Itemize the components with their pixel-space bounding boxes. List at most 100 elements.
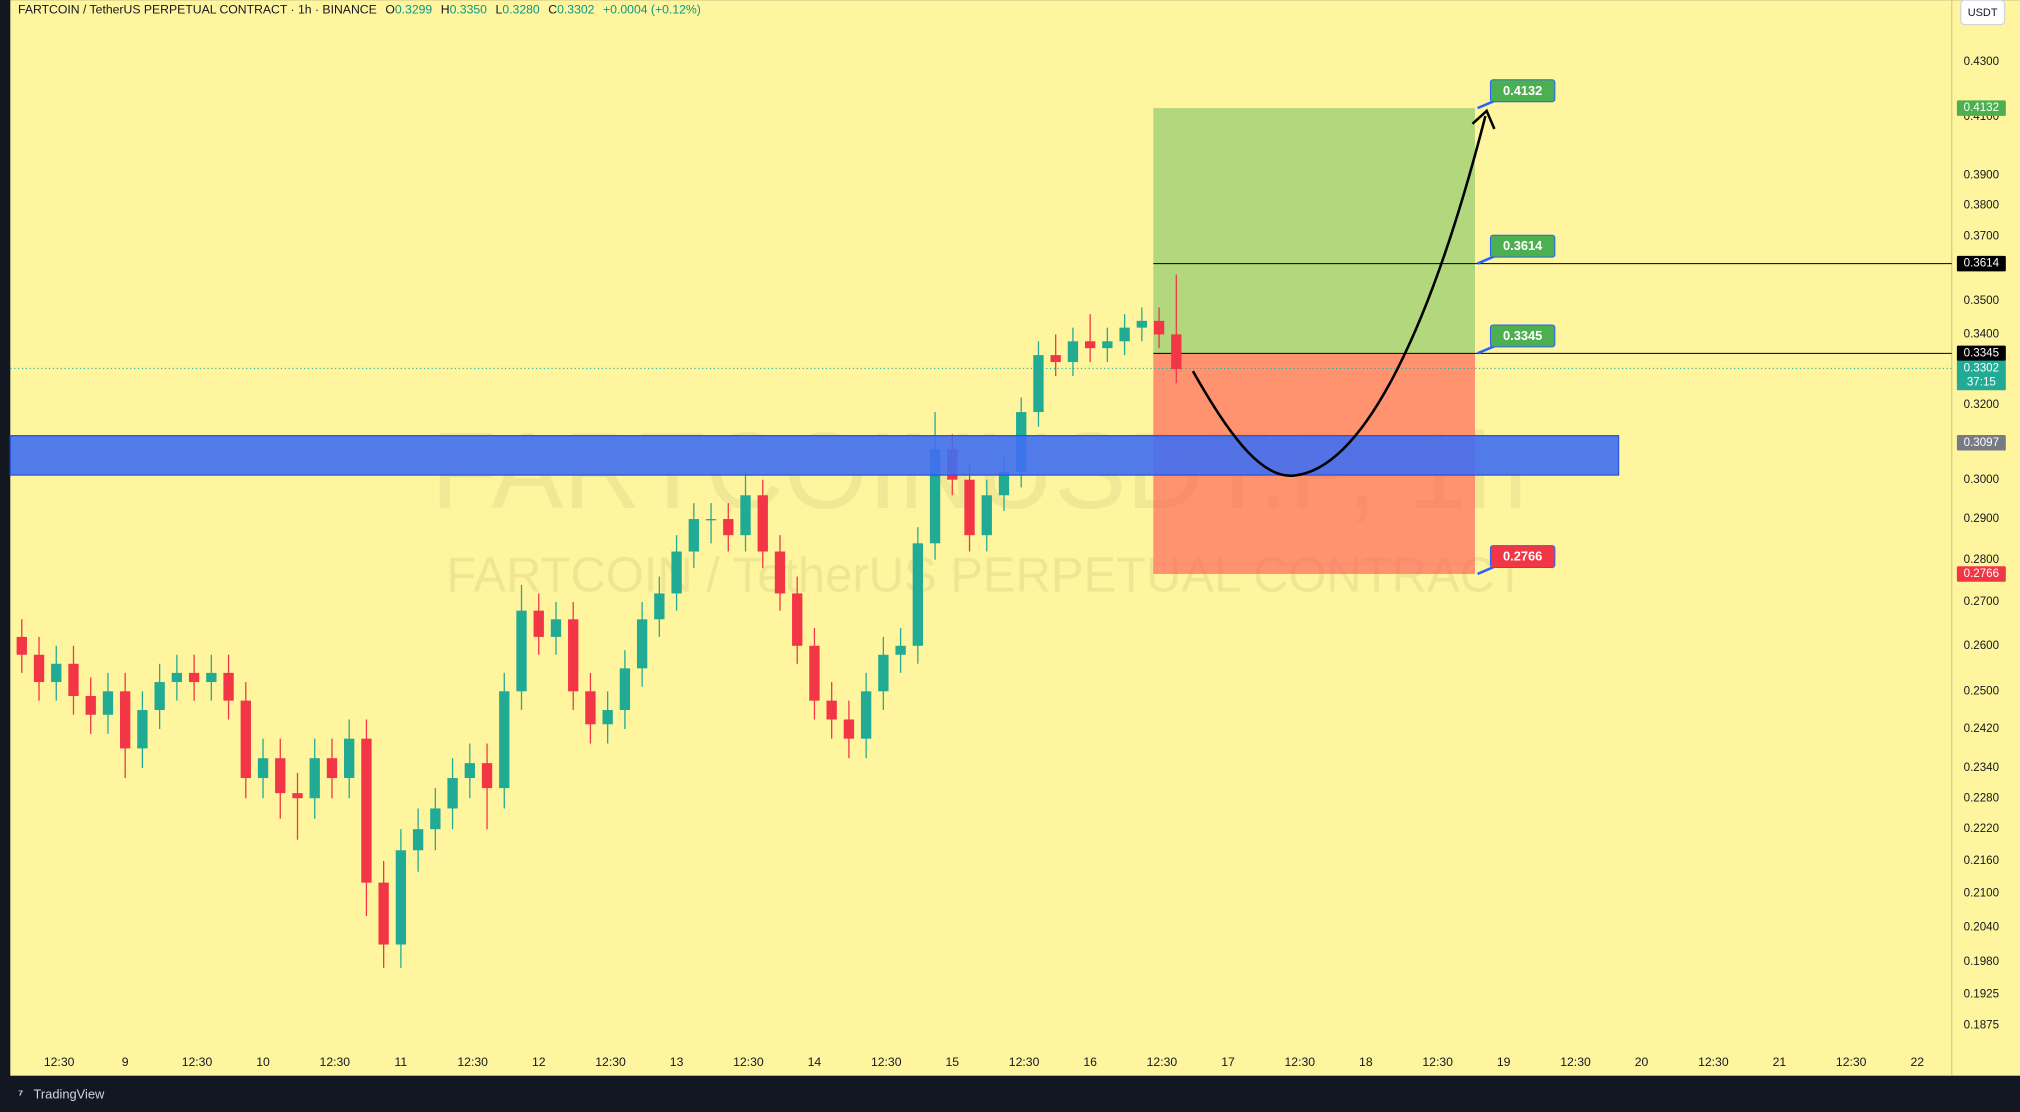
callout-label: 0.3614 (1503, 238, 1543, 253)
candle-body (1136, 320, 1148, 328)
candle-body (102, 691, 114, 715)
candle-body (998, 471, 1010, 496)
price-axis-badge (1956, 100, 2006, 116)
y-tick-label: 0.1980 (1964, 956, 1999, 968)
price-axis-badge (1956, 345, 2006, 362)
candle-body (654, 593, 665, 620)
currency-button[interactable] (1960, 0, 2006, 26)
candle-body (481, 763, 493, 789)
callout-label: 0.4132 (1503, 83, 1542, 98)
x-tick-label: 12:30 (1147, 1055, 1178, 1069)
candle-body (412, 829, 424, 851)
candle-body (188, 672, 200, 683)
callout-box (1489, 79, 1556, 103)
price-axis-badge-label: 0.3345 (1964, 347, 1999, 359)
y-tick-label: 0.1925 (1964, 989, 1999, 1001)
y-tick-label: 0.2500 (1964, 685, 1999, 697)
candle-body (223, 672, 234, 701)
x-tick-label: 20 (1635, 1055, 1649, 1069)
candle-body (568, 619, 579, 692)
brand: TradingView (33, 1087, 105, 1102)
candle-body (688, 519, 699, 552)
x-tick-label: 10 (256, 1055, 270, 1069)
candle-body (964, 479, 975, 536)
candle-body (723, 519, 734, 536)
x-tick-label: 16 (1083, 1055, 1097, 1069)
open-value: 0.3299 (395, 3, 433, 17)
brand-logo: ⁷ (18, 1087, 23, 1102)
y-tick-label: 0.3000 (1964, 474, 1999, 486)
y-tick-label: 0.4300 (1964, 56, 1999, 68)
change: +0.0004 (+0.12%) (603, 3, 701, 17)
overlay-layer: 0.4132 0.3614 0.3345 0.2766 (9, 79, 1620, 576)
x-tick-label: 12:30 (182, 1055, 213, 1069)
candle-body (792, 593, 803, 646)
low-value: 0.3280 (502, 3, 540, 17)
callout-box (1489, 545, 1556, 569)
x-tick-label: 11 (395, 1055, 408, 1069)
candle-body (395, 850, 407, 945)
y-tick-label: 0.2600 (1964, 640, 1999, 652)
candle-body (137, 710, 148, 749)
candle-body (344, 738, 355, 779)
x-tick-label: 12:30 (1009, 1055, 1040, 1069)
y-tick-label: 0.3400 (1964, 328, 1999, 340)
y-tick-label: 0.2040 (1964, 921, 1999, 933)
candle-body (619, 668, 631, 711)
x-tick-label: 12:30 (1422, 1055, 1453, 1069)
callout-label: 0.3345 (1503, 328, 1542, 343)
projection-arrow (1191, 115, 1487, 477)
support-zone (9, 435, 1620, 476)
x-tick-label: 13 (670, 1055, 684, 1069)
candle-body (378, 882, 389, 945)
chart-header: FARTCOIN / TetherUS PERPETUAL CONTRACT ·… (18, 3, 701, 17)
axes: 0.4300 0.4100 0.3900 0.3800 0.3700 0.3500 0.34… (44, 56, 2006, 1069)
candle-body (1050, 355, 1061, 363)
footer-bar (0, 1075, 2020, 1112)
close-label: C (548, 3, 557, 17)
candle-body (1171, 334, 1182, 370)
y-tick-label: 0.1875 (1964, 1019, 1999, 1031)
x-tick-label: 12:30 (320, 1055, 351, 1069)
y-tick-label: 0.3700 (1964, 230, 1999, 242)
x-tick-label: 18 (1359, 1055, 1373, 1069)
candle-body (929, 449, 941, 544)
currency[interactable]: USDT (1968, 7, 1998, 19)
current-price-badge (1956, 360, 2006, 391)
high-value: 0.3350 (450, 3, 488, 17)
candle-body (843, 719, 855, 739)
candle-body (309, 758, 320, 799)
position-profit (1153, 108, 1475, 354)
candle-body (292, 793, 303, 799)
candle-body (51, 663, 62, 683)
candles (16, 274, 1182, 968)
callout-box (1489, 324, 1556, 348)
candle-body (826, 700, 837, 720)
candle-body (550, 619, 562, 637)
candle-body (499, 691, 510, 789)
candle-body (516, 610, 527, 692)
low-label: L (496, 3, 503, 17)
x-tick-label: 15 (945, 1055, 959, 1069)
x-tick-label: 12 (532, 1055, 546, 1069)
price-axis-badge (1956, 566, 2006, 582)
y-tick-label: 0.2700 (1964, 596, 1999, 608)
x-tick-label: 12:30 (1698, 1055, 1729, 1069)
candle-body (1153, 320, 1165, 335)
y-tick-label: 0.3900 (1964, 169, 1999, 181)
candle-body (636, 619, 648, 669)
y-tick-label: 0.3500 (1964, 295, 1999, 307)
candle-body (85, 695, 96, 715)
candle-body (257, 758, 269, 779)
candle-body (120, 691, 131, 749)
candle-body (757, 495, 768, 552)
x-tick-label: 12:30 (871, 1055, 902, 1069)
close-value: 0.3302 (557, 3, 595, 17)
price-axis-badge (1956, 255, 2006, 272)
x-tick-label: 12:30 (44, 1055, 75, 1069)
x-tick-label: 12:30 (595, 1055, 626, 1069)
candle-body (68, 663, 79, 696)
y-tick-label: 0.2420 (1964, 723, 1999, 735)
